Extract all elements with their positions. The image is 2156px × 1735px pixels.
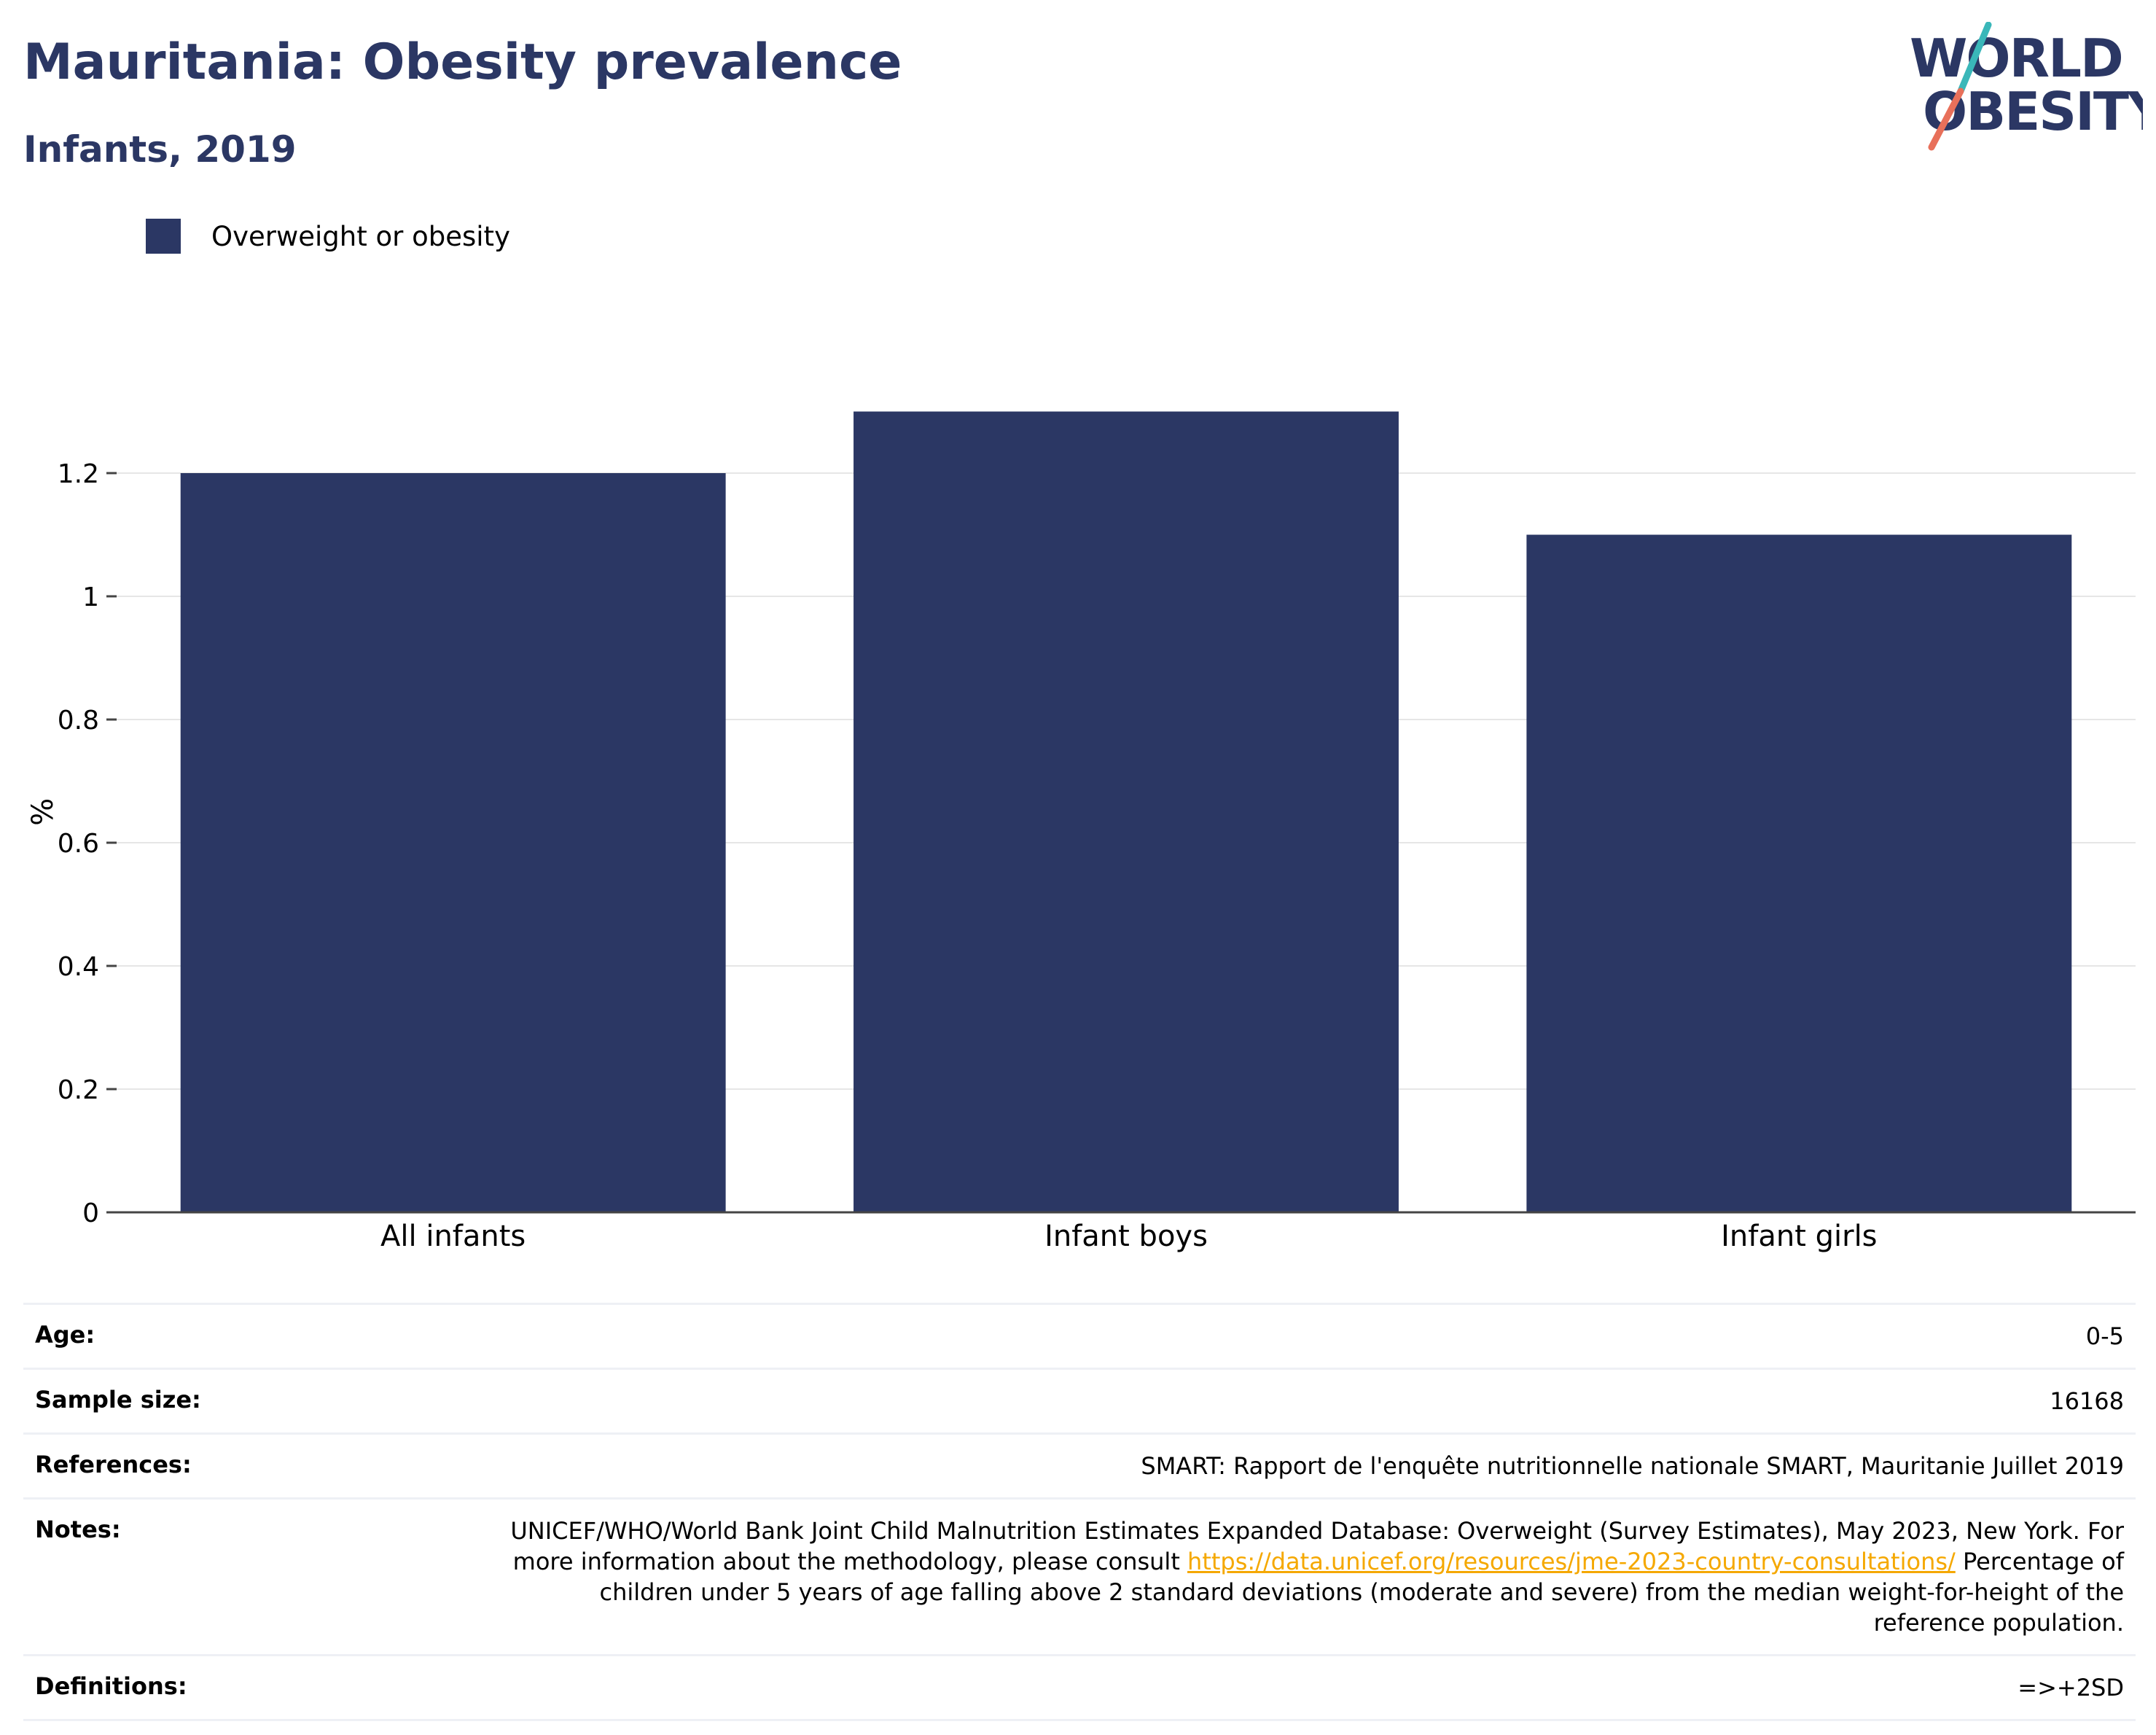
x-axis-ticks: All infants Infant boys Infant girls xyxy=(380,1220,1877,1253)
world-obesity-logo: WORLD OBESITY xyxy=(1910,22,2143,151)
y-tick-label: 0.8 xyxy=(58,706,99,736)
age-label: Age: xyxy=(35,1321,95,1349)
x-tick-label: All infants xyxy=(380,1220,526,1253)
y-tick-label: 0.4 xyxy=(58,952,99,982)
bar-all-infants xyxy=(180,473,726,1212)
notes-value: UNICEF/WHO/World Bank Joint Child Malnut… xyxy=(491,1516,2124,1638)
y-tick-label: 0 xyxy=(82,1198,99,1228)
bar-infant-boys xyxy=(854,411,1399,1212)
y-tick-label: 0.2 xyxy=(58,1075,99,1105)
y-tick-label: 0.6 xyxy=(58,829,99,859)
info-row-definitions: Definitions: =>+2SD xyxy=(23,1656,2136,1721)
definitions-value: =>+2SD xyxy=(2018,1674,2124,1701)
svg-text:WORLD: WORLD xyxy=(1910,28,2122,89)
age-value: 0-5 xyxy=(2085,1322,2124,1350)
notes-definition-text: Percentage of children under 5 years of … xyxy=(599,1548,2125,1637)
references-label: References: xyxy=(35,1451,192,1478)
x-tick-label: Infant boys xyxy=(1044,1220,1208,1253)
chart-legend[interactable]: Overweight or obesity xyxy=(146,216,510,257)
info-row-notes: Notes: UNICEF/WHO/World Bank Joint Child… xyxy=(23,1500,2136,1656)
x-tick-label: Infant girls xyxy=(1721,1220,1877,1253)
info-row-age: Age: 0-5 xyxy=(23,1305,2136,1370)
sample-size-label: Sample size: xyxy=(35,1386,201,1414)
info-row-sample-size: Sample size: 16168 xyxy=(23,1370,2136,1435)
legend-swatch xyxy=(146,219,181,254)
references-value: SMART: Rapport de l'enquête nutritionnel… xyxy=(1141,1452,2124,1480)
y-axis-label: % xyxy=(26,798,60,826)
sample-size-value: 16168 xyxy=(2050,1387,2124,1415)
bars xyxy=(180,411,2072,1212)
bar-chart: 0 0.2 0.4 0.6 0.8 1 1.2 All infants Infant boys… xyxy=(26,411,2136,1253)
y-tick-label: 1.2 xyxy=(58,459,99,489)
bar-infant-girls xyxy=(1526,534,2072,1212)
chart-subtitle: Infants, 2019 xyxy=(23,128,297,171)
legend-label: Overweight or obesity xyxy=(211,220,510,252)
y-tick-label: 1 xyxy=(82,582,99,612)
notes-link[interactable]: https://data.unicef.org/resources/jme-20… xyxy=(1187,1548,1956,1575)
notes-label: Notes: xyxy=(35,1516,121,1543)
notes-text: UNICEF/WHO/World Bank Joint Child Malnut… xyxy=(510,1517,2124,1575)
info-row-references: References: SMART: Rapport de l'enquête … xyxy=(23,1435,2136,1500)
y-axis-ticks: 0 0.2 0.4 0.6 0.8 1 1.2 xyxy=(58,459,117,1228)
info-table: Age: 0-5 Sample size: 16168 References: … xyxy=(23,1303,2136,1721)
definitions-label: Definitions: xyxy=(35,1672,187,1700)
chart-title: Mauritania: Obesity prevalence xyxy=(23,34,902,91)
